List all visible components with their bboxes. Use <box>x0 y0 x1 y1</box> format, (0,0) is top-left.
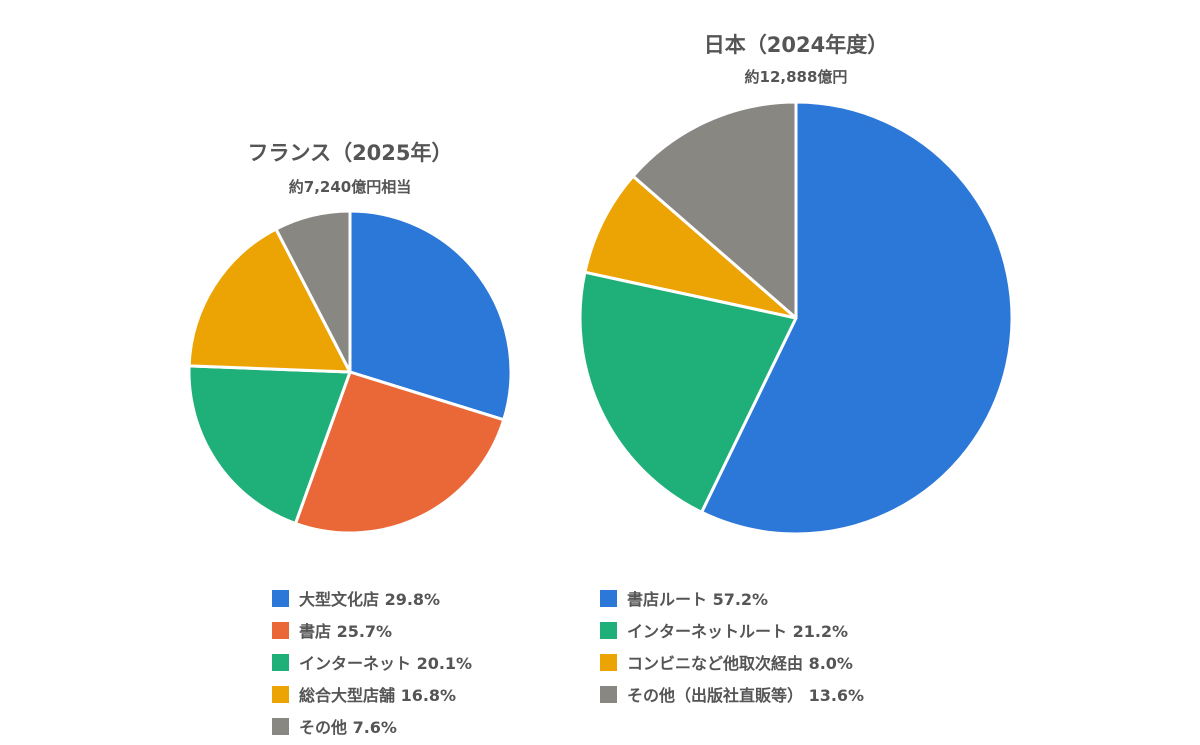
japan-slice-4 <box>631 100 798 320</box>
japan-legend-swatch <box>600 589 617 607</box>
japan-pie <box>578 100 1014 536</box>
france-legend-item: 総合大型店舗 16.8% <box>272 678 472 710</box>
japan-legend-swatch <box>600 621 617 639</box>
japan-chart-title: 日本（2024年度） <box>704 33 888 57</box>
france-legend-item: 大型文化店 29.8% <box>272 582 472 614</box>
france-slice-1 <box>348 209 513 422</box>
france-legend-label: 総合大型店舗 16.8% <box>299 686 457 705</box>
japan-legend-item: コンビニなど他取次経由 8.0% <box>600 646 864 678</box>
france-legend-item: その他 7.6% <box>272 710 472 742</box>
france-slice-2 <box>293 370 506 535</box>
france-slice-3 <box>187 364 352 525</box>
japan-slice-1 <box>700 100 1014 536</box>
france-chart-title: フランス（2025年） <box>247 141 452 165</box>
france-legend-label: 書店 25.7% <box>299 622 393 641</box>
japan-slice-2 <box>578 270 798 514</box>
france-legend-swatch <box>272 717 289 735</box>
japan-legend-label: その他（出版社直販等） 13.6% <box>627 686 865 705</box>
japan-legend-label: インターネットルート 21.2% <box>627 622 849 641</box>
japan-legend-label: コンビニなど他取次経由 8.0% <box>627 654 853 673</box>
france-legend-label: インターネット 20.1% <box>299 654 473 673</box>
japan-legend-item: その他（出版社直販等） 13.6% <box>600 678 864 710</box>
france-legend-swatch <box>272 653 289 671</box>
france-chart-subtitle: 約7,240億円相当 <box>289 178 411 196</box>
japan-legend-label: 書店ルート 57.2% <box>627 590 769 609</box>
japan-slice-3 <box>583 174 798 320</box>
japan-legend-item: 書店ルート 57.2% <box>600 582 864 614</box>
japan-legend-item: インターネットルート 21.2% <box>600 614 864 646</box>
france-legend-swatch <box>272 621 289 639</box>
japan-legend-swatch <box>600 685 617 703</box>
france-legend-label: その他 7.6% <box>299 718 397 737</box>
france-slice-5 <box>274 209 352 374</box>
japan-chart-subtitle: 約12,888億円 <box>745 68 848 86</box>
japan-legend: 書店ルート 57.2% インターネットルート 21.2% コンビニなど他取次経由 8… <box>600 582 864 710</box>
japan-legend-swatch <box>600 653 617 671</box>
france-legend: 大型文化店 29.8% 書店 25.7% インターネット 20.1% 総合大型店舗 1… <box>272 582 472 742</box>
france-legend-item: 書店 25.7% <box>272 614 472 646</box>
france-legend-swatch <box>272 685 289 703</box>
france-legend-label: 大型文化店 29.8% <box>299 590 441 609</box>
france-legend-item: インターネット 20.1% <box>272 646 472 678</box>
france-pie <box>187 209 513 535</box>
france-legend-swatch <box>272 589 289 607</box>
france-slice-4 <box>187 227 352 374</box>
